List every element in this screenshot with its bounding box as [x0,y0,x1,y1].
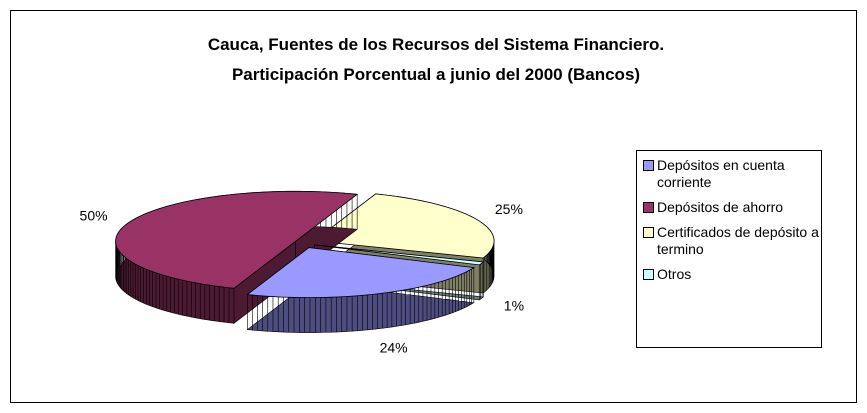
data-label: 1% [504,297,524,313]
legend-label: Certificados de depósito a termino [657,224,819,257]
legend-label: Depósitos de ahorro [657,199,784,215]
data-label: 25% [495,201,523,217]
slice [246,247,476,298]
chart-title: Cauca, Fuentes de los Recursos del Siste… [208,35,664,54]
legend-swatch [643,269,654,280]
data-label: 24% [380,339,408,355]
chart-subtitle: Participación Porcentual a junio del 200… [232,65,640,84]
legend-swatch [643,202,654,213]
legend-item: Otros [643,266,821,283]
slice [314,244,485,266]
data-label: 50% [80,207,108,223]
legend-label: Depósitos en cuenta corriente [657,157,785,190]
legend-swatch [643,227,654,238]
legend-item: Depósitos de ahorro [643,199,821,216]
legend-item: Depósitos en cuenta corriente [643,157,821,191]
legend-swatch [643,160,654,171]
legend-label: Otros [657,266,692,282]
slice [313,193,495,259]
slice [115,190,359,289]
legend-item: Certificados de depósito a termino [643,224,821,258]
legend: Depósitos en cuenta corriente Depósitos d… [636,150,822,348]
